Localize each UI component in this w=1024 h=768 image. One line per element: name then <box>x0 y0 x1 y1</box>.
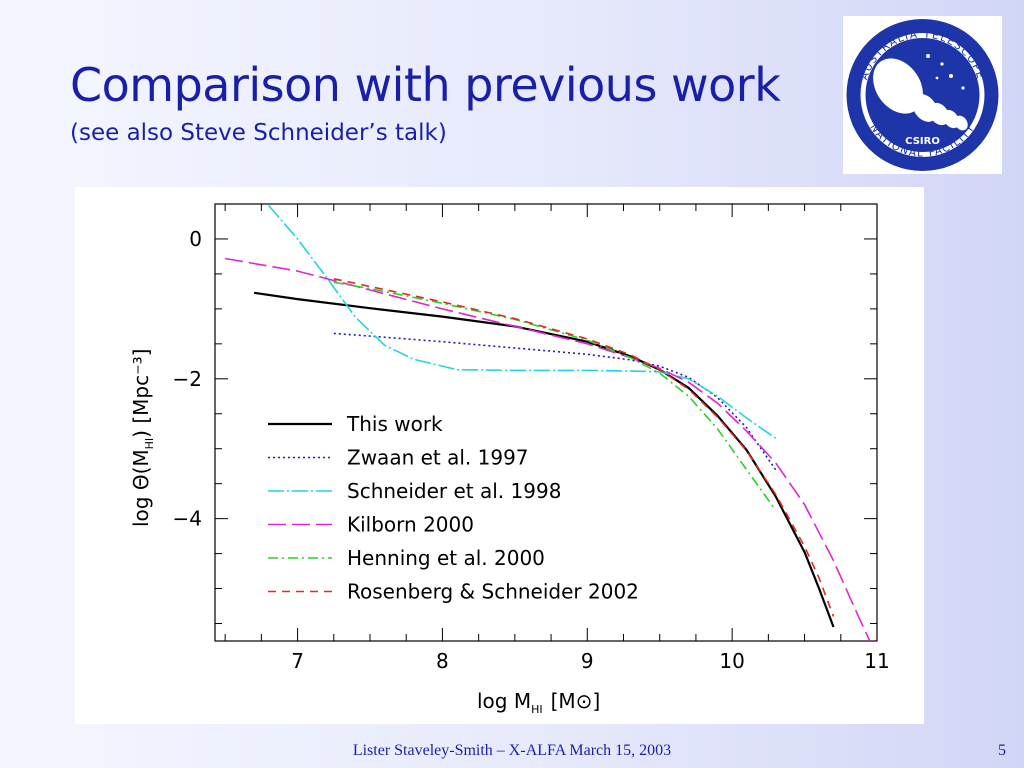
slide-subtitle: (see also Steve Schneider’s talk) <box>70 120 447 146</box>
y-tick-label: −2 <box>173 367 202 391</box>
legend-label: This work <box>346 412 443 436</box>
logo-center-text: CSIRO <box>905 136 940 147</box>
slide-footer: Lister Staveley-Smith – X-ALFA March 15,… <box>352 742 672 759</box>
plot-frame <box>214 203 878 642</box>
tick-labels: 7 8 9 10 11 0 −2 −4 <box>173 227 890 673</box>
series-line <box>333 281 777 511</box>
y-tick-label: 0 <box>189 227 202 251</box>
series-layer <box>224 204 871 642</box>
series-line <box>333 278 835 617</box>
legend: This work Zwaan et al. 1997 Schneider et a… <box>268 412 639 604</box>
slide-title: Comparison with previous work <box>70 58 781 112</box>
x-tick-label: 7 <box>291 649 304 673</box>
series-line <box>224 257 871 642</box>
legend-label: Schneider et al. 1998 <box>347 479 561 503</box>
southern-cross-stars-icon <box>926 54 965 90</box>
series-line <box>267 204 777 439</box>
legend-label: Rosenberg & Schneider 2002 <box>347 580 639 604</box>
axis-ticks <box>215 203 878 641</box>
x-tick-label: 8 <box>436 649 449 673</box>
legend-label: Kilborn 2000 <box>347 513 474 537</box>
csiro-atnf-logo: AUSTRALIA TELESCOPE NATIONAL FACILITY CS… <box>843 16 1002 174</box>
x-tick-label: 10 <box>719 649 744 673</box>
telescope-dishes-icon <box>873 58 968 131</box>
plot-panel: 7 8 9 10 11 0 −2 −4 This work Zwaan et al. 1997 S… <box>75 187 924 724</box>
series-line <box>253 291 835 628</box>
legend-label: Henning et al. 2000 <box>347 546 545 570</box>
legend-label: Zwaan et al. 1997 <box>347 446 529 470</box>
page-number: 5 <box>998 742 1006 759</box>
y-tick-label: −4 <box>173 507 202 531</box>
x-axis-label: log MHI [M⊙] <box>477 689 600 716</box>
x-tick-label: 11 <box>864 649 889 673</box>
mass-function-chart: 7 8 9 10 11 0 −2 −4 This work Zwaan et al. 1997 S… <box>129 203 890 716</box>
y-axis-label: log Θ(MHI) [Mpc⁻³] <box>129 349 156 527</box>
x-tick-label: 9 <box>581 649 594 673</box>
